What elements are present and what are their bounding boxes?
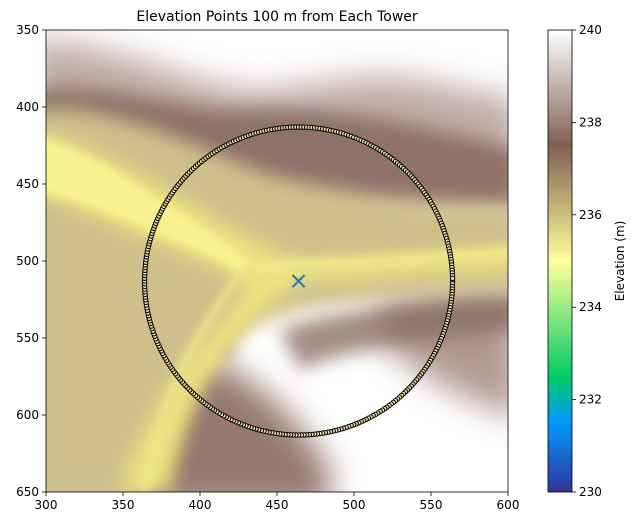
y-axis: 350 400 450 500 550 600 650 — [16, 23, 46, 499]
y-tick-label: 550 — [16, 331, 39, 345]
x-tick-label: 600 — [497, 498, 520, 512]
colorbar-tick-label: 236 — [579, 208, 602, 222]
x-tick-label: 450 — [266, 498, 289, 512]
x-axis: 300 350 400 450 500 550 600 — [35, 492, 520, 512]
y-tick-label: 350 — [16, 23, 39, 37]
circle-points — [141, 124, 456, 438]
colorbar-label: Elevation (m) — [613, 221, 627, 302]
colorbar-tick-label: 234 — [579, 300, 602, 314]
colorbar-axis: 230 232 234 236 238 240 — [572, 23, 602, 499]
colorbar-tick-label: 230 — [579, 485, 602, 499]
circle-point — [449, 275, 456, 282]
elevation-heatmap — [46, 30, 508, 492]
colorbar — [547, 29, 573, 493]
chart-title: Elevation Points 100 m from Each Tower — [136, 9, 418, 25]
x-tick-label: 550 — [420, 498, 443, 512]
x-tick-label: 400 — [189, 498, 212, 512]
y-tick-label: 400 — [16, 100, 39, 114]
x-tick-label: 300 — [35, 498, 58, 512]
x-tick-label: 350 — [112, 498, 135, 512]
y-tick-label: 600 — [16, 408, 39, 422]
y-tick-label: 500 — [16, 254, 39, 268]
x-tick-label: 500 — [343, 498, 366, 512]
colorbar-tick-label: 238 — [579, 115, 602, 129]
y-tick-label: 450 — [16, 177, 39, 191]
tower-marker-stroke — [291, 274, 306, 288]
tower-marker — [291, 274, 306, 288]
y-tick-label: 650 — [16, 485, 39, 499]
colorbar-tick-label: 240 — [579, 23, 602, 37]
colorbar-tick-label: 232 — [579, 393, 602, 407]
